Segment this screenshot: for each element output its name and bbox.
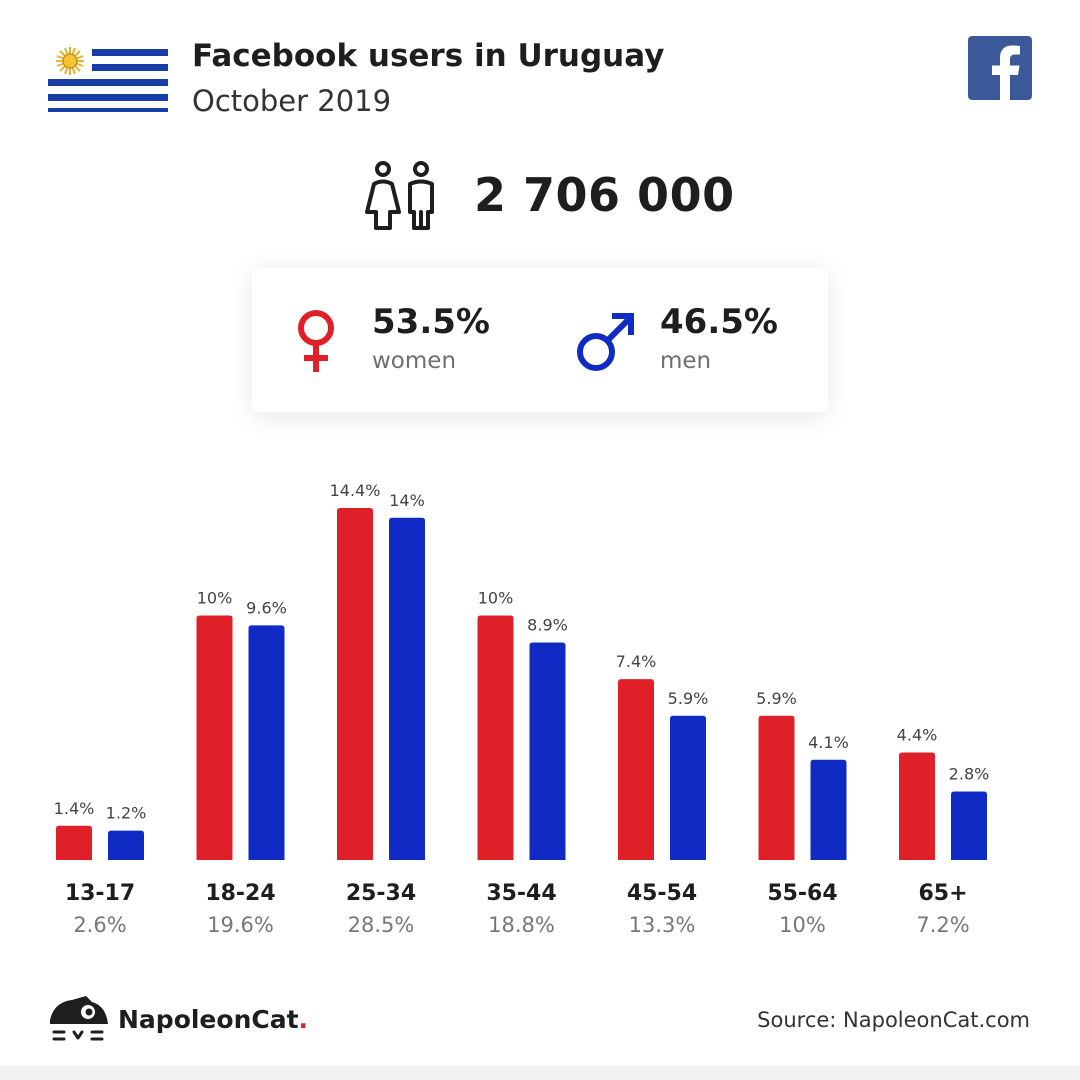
bar-55-64-men <box>810 759 847 860</box>
bar-value-label: 4.4% <box>897 725 938 744</box>
bar-25-34-women <box>337 508 373 860</box>
bar-value-label: 14% <box>389 491 425 510</box>
women-percent: 53.5% <box>372 302 490 342</box>
page-title: Facebook users in Uruguay <box>192 38 665 74</box>
men-percent: 46.5% <box>660 302 778 342</box>
bar-45-54-women <box>618 679 654 860</box>
male-symbol-icon <box>577 313 634 371</box>
bottom-strip <box>0 1066 1080 1080</box>
category-total-label: 10% <box>779 913 826 937</box>
men-label: men <box>660 348 712 374</box>
category-label: 35-44 <box>486 881 556 906</box>
source-text: Source: NapoleonCat.com <box>757 1008 1030 1032</box>
bar-55-64-women <box>758 715 795 860</box>
bar-65+-men <box>951 791 987 860</box>
bar-35-44-men <box>529 642 566 860</box>
category-label: 55-64 <box>767 881 837 906</box>
bar-value-label: 14.4% <box>330 481 381 500</box>
total-users-value: 2 706 000 <box>474 168 735 222</box>
category-label: 13-17 <box>65 881 135 906</box>
bar-13-17-men <box>108 830 144 860</box>
bar-45-54-men <box>670 715 706 860</box>
female-symbol-icon <box>298 310 334 372</box>
age-gender-bar-chart: 1.4% 1.2% 13-17 2.6% 10% 9.6% 18-24 19.6% 14.4% 1… <box>54 481 990 937</box>
bar-value-label: 8.9% <box>527 615 568 634</box>
bar-value-label: 10% <box>197 589 233 608</box>
napoleoncat-logo-icon <box>50 996 108 1041</box>
facebook-logo-icon <box>968 36 1032 100</box>
bar-value-label: 1.4% <box>54 799 95 818</box>
bar-35-44-women <box>477 615 514 860</box>
bar-value-label: 1.2% <box>106 804 147 823</box>
bar-13-17-women <box>56 825 92 860</box>
category-total-label: 19.6% <box>207 913 274 937</box>
brand-name: NapoleonCat. <box>118 1005 309 1034</box>
category-total-label: 2.6% <box>73 913 126 937</box>
bar-value-label: 9.6% <box>246 598 287 617</box>
bar-value-label: 10% <box>478 589 514 608</box>
bar-65+-women <box>899 752 935 860</box>
header: Facebook users in Uruguay October 2019 <box>0 0 1080 130</box>
page-subtitle: October 2019 <box>192 84 392 118</box>
category-total-label: 13.3% <box>629 913 696 937</box>
women-label: women <box>372 348 457 374</box>
bar-value-label: 2.8% <box>949 765 990 784</box>
uruguay-flag-icon <box>48 46 168 112</box>
category-label: 65+ <box>918 881 967 906</box>
people-icon <box>365 161 434 230</box>
category-total-label: 18.8% <box>488 913 555 937</box>
category-label: 18-24 <box>205 881 275 906</box>
bar-value-label: 7.4% <box>616 652 657 671</box>
bar-value-label: 5.9% <box>668 689 709 708</box>
bar-value-label: 4.1% <box>808 733 849 752</box>
bar-25-34-men <box>389 517 425 860</box>
category-label: 25-34 <box>346 881 416 906</box>
category-total-label: 7.2% <box>916 913 969 937</box>
gender-card: 53.5% women 46.5% men <box>252 268 828 412</box>
brand-dot: . <box>298 1005 309 1034</box>
category-total-label: 28.5% <box>348 913 415 937</box>
bar-18-24-men <box>248 625 285 860</box>
bar-18-24-women <box>196 615 233 860</box>
category-label: 45-54 <box>627 881 697 906</box>
bar-value-label: 5.9% <box>756 689 797 708</box>
